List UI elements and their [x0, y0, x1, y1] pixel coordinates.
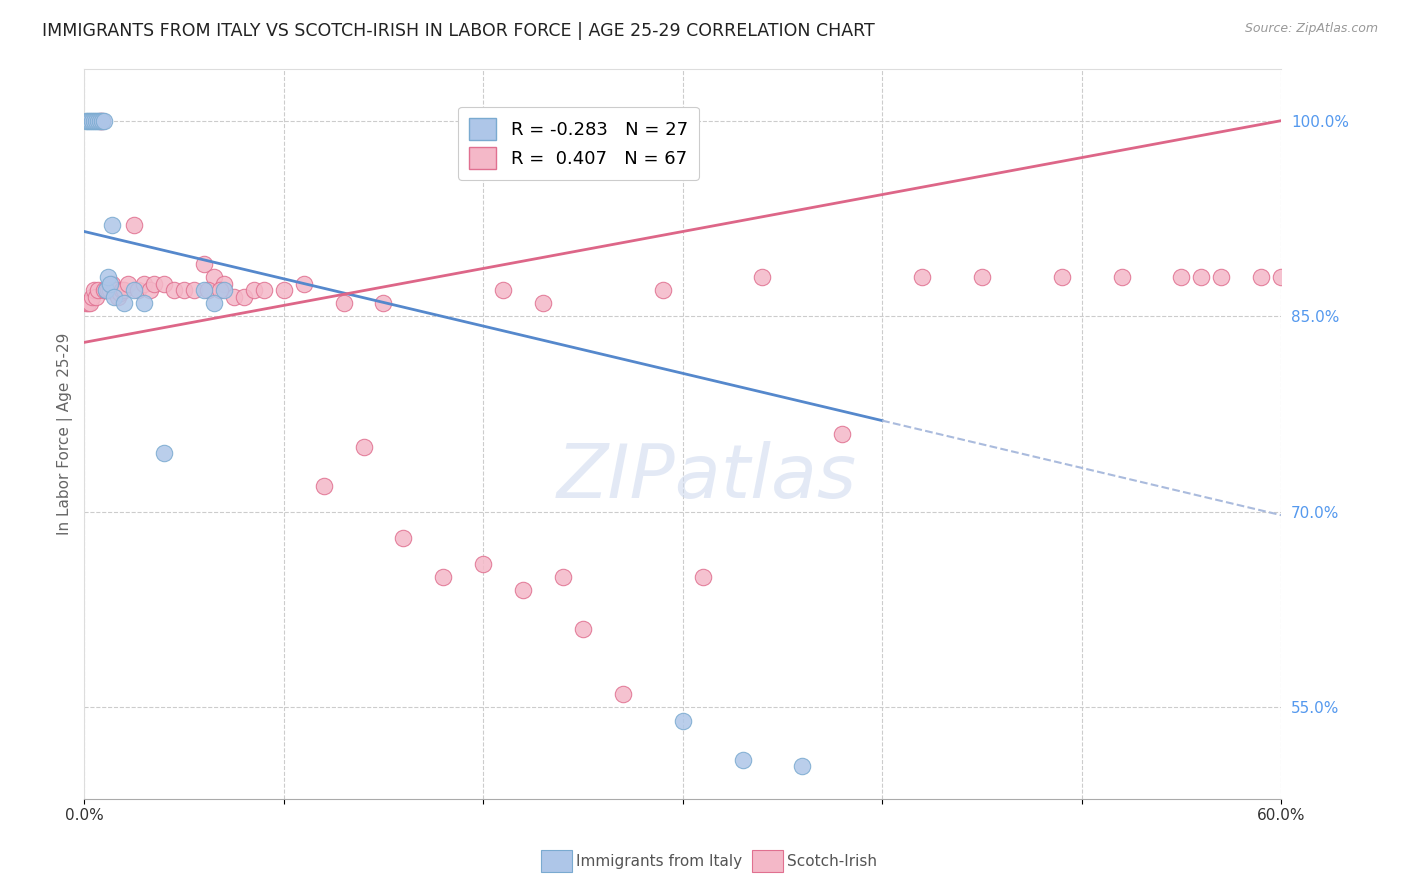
Point [531, 296, 554, 310]
Point [143, 277, 166, 291]
Point [163, 283, 186, 297]
Point [93, 113, 115, 128]
Text: Immigrants from Italy: Immigrants from Italy [576, 855, 742, 869]
Point [97, 283, 120, 297]
Point [692, 570, 714, 584]
Point [651, 283, 673, 297]
Point [253, 283, 276, 297]
Point [96, 283, 118, 297]
Point [222, 290, 245, 304]
Point [79, 113, 101, 128]
Text: Source: ZipAtlas.com: Source: ZipAtlas.com [1244, 22, 1378, 36]
Point [107, 290, 129, 304]
Text: IMMIGRANTS FROM ITALY VS SCOTCH-IRISH IN LABOR FORCE | AGE 25-29 CORRELATION CHA: IMMIGRANTS FROM ITALY VS SCOTCH-IRISH IN… [42, 22, 875, 40]
Y-axis label: In Labor Force | Age 25-29: In Labor Force | Age 25-29 [58, 333, 73, 535]
Point [98, 283, 121, 297]
Point [1250, 270, 1272, 285]
Point [122, 218, 145, 232]
Point [612, 688, 634, 702]
Point [79, 296, 101, 310]
Point [75, 113, 97, 128]
Point [292, 277, 315, 291]
Point [83, 283, 105, 297]
Point [112, 283, 135, 297]
Point [101, 277, 124, 291]
Point [84, 113, 107, 128]
Point [83, 113, 105, 128]
Point [134, 277, 156, 291]
Point [1111, 270, 1133, 285]
Point [87, 113, 110, 128]
Point [197, 283, 219, 297]
Point [98, 277, 121, 291]
Point [134, 296, 156, 310]
Point [551, 570, 574, 584]
Point [111, 283, 134, 297]
Point [792, 759, 814, 773]
Point [127, 283, 149, 297]
Point [1170, 270, 1192, 285]
Point [1211, 270, 1233, 285]
Point [232, 290, 254, 304]
Point [353, 440, 375, 454]
Point [173, 283, 195, 297]
Point [96, 283, 118, 297]
Point [103, 290, 125, 304]
Point [373, 296, 395, 310]
Point [153, 277, 176, 291]
Point [89, 113, 111, 128]
Point [212, 283, 235, 297]
Point [153, 446, 176, 460]
Point [112, 296, 135, 310]
Text: ZIPatlas: ZIPatlas [557, 442, 856, 514]
Point [432, 570, 454, 584]
Point [970, 270, 993, 285]
Point [911, 270, 934, 285]
Point [89, 113, 111, 128]
Point [122, 283, 145, 297]
Point [751, 270, 773, 285]
Point [82, 290, 104, 304]
Point [672, 714, 695, 728]
Point [84, 290, 107, 304]
Point [1050, 270, 1073, 285]
Point [93, 283, 115, 297]
Text: Scotch-Irish: Scotch-Irish [787, 855, 877, 869]
Point [202, 296, 225, 310]
Point [97, 270, 120, 285]
Point [91, 113, 114, 128]
Point [1189, 270, 1212, 285]
Point [193, 257, 215, 271]
Point [273, 283, 295, 297]
Point [202, 270, 225, 285]
Point [492, 283, 515, 297]
Point [512, 583, 534, 598]
Point [193, 283, 215, 297]
Point [87, 283, 110, 297]
Point [332, 296, 354, 310]
Point [117, 277, 139, 291]
Legend: R = -0.283   N = 27, R =  0.407   N = 67: R = -0.283 N = 27, R = 0.407 N = 67 [458, 107, 699, 179]
Point [731, 753, 754, 767]
Point [183, 283, 205, 297]
Point [392, 531, 415, 545]
Point [572, 622, 595, 636]
Point [831, 426, 853, 441]
Point [77, 113, 100, 128]
Point [139, 283, 162, 297]
Point [208, 283, 231, 297]
Point [82, 113, 104, 128]
Point [101, 218, 124, 232]
Point [77, 296, 100, 310]
Point [91, 113, 114, 128]
Point [212, 277, 235, 291]
Point [103, 283, 125, 297]
Point [472, 557, 495, 571]
Point [312, 479, 335, 493]
Point [243, 283, 266, 297]
Point [1270, 270, 1292, 285]
Point [105, 283, 128, 297]
Point [75, 296, 97, 310]
Point [108, 285, 131, 300]
